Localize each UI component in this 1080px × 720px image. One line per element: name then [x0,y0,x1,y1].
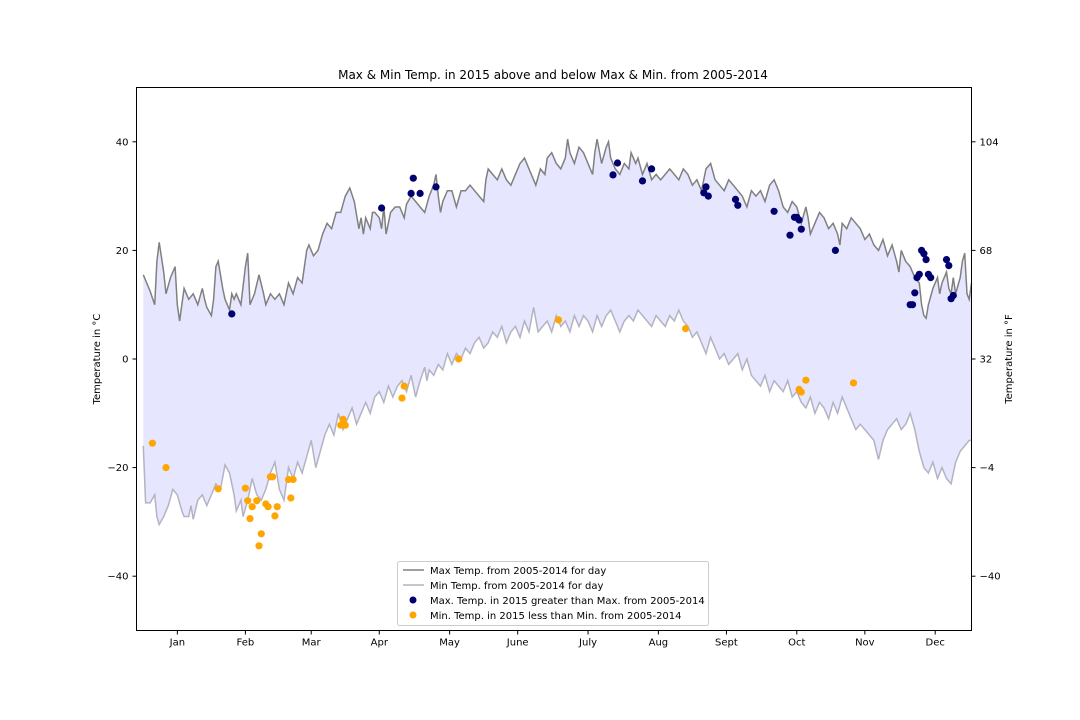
min-record-point [289,475,297,484]
max-record-point [922,256,930,264]
max-record-point [949,291,957,300]
left-y-tick-label: 40 [116,137,129,148]
x-axis: Jan Feb Mar Apr May June July Aug Sept Oct Nov Dec [169,630,945,649]
max-record-point [609,171,617,179]
right-y-tick-label: −40 [980,572,1001,583]
max-record-point [702,183,710,191]
min-record-point [554,316,563,324]
min-record-point [248,503,256,511]
left-y-tick-label: −20 [107,463,128,474]
left-y-tick-label: 20 [116,246,129,257]
right-y-axis-label: Temperature in °F [1004,314,1015,405]
min-record-points [148,316,858,550]
max-record-points [228,159,957,318]
min-record-point [455,355,463,363]
min-record-point [287,494,295,502]
max-record-point [945,262,953,270]
min-record-point [255,542,263,550]
max-record-point [915,270,923,278]
right-y-tick-label: −4 [980,463,995,474]
max-record-point [648,165,656,173]
x-tick-label: Aug [649,638,669,649]
left-y-tick-label: −40 [107,572,128,583]
x-tick-label: Dec [926,638,945,649]
max-record-point [795,216,803,224]
right-y-tick-label: 68 [980,246,993,257]
temperature-range-band [143,139,972,525]
min-record-point [339,415,347,423]
plot-area [142,138,973,550]
legend-min-record-label: Min. Temp. in 2015 less than Min. from 2… [430,611,682,622]
min-record-point [341,421,349,429]
chart-title: Max & Min Temp. in 2015 above and below … [338,68,768,82]
min-record-point [797,388,805,396]
x-tick-label: Jan [169,638,185,649]
min-record-point [398,394,406,402]
min-record-point [269,473,277,481]
max-temp-envelope-line [142,138,973,322]
x-tick-label: June [506,638,529,649]
max-record-point [786,231,794,239]
max-record-point [731,195,740,203]
min-record-point [802,376,810,384]
right-y-tick-label: 32 [980,355,993,366]
min-record-point [214,485,222,493]
x-tick-label: Apr [371,638,389,649]
x-tick-label: Sept [715,638,738,649]
min-record-point [162,464,170,472]
min-record-point [682,325,690,333]
max-record-point [797,225,805,233]
x-tick-label: July [578,638,597,649]
x-tick-label: May [439,638,460,649]
max-record-point [927,274,935,282]
min-record-point [257,530,265,538]
x-tick-label: Nov [855,638,875,649]
min-record-point [264,503,272,511]
min-record-point [253,497,261,505]
max-record-point [942,256,951,264]
min-record-point [241,484,249,492]
min-record-point [271,512,279,520]
legend-max-envelope-label: Max Temp. from 2005-2014 for day [430,566,606,577]
right-y-axis: −40 −4 32 68 104 [971,137,1001,583]
min-record-point [273,503,281,511]
max-record-point [920,250,928,258]
min-record-point [246,515,254,523]
max-record-point [704,192,712,200]
max-record-point [378,204,386,212]
legend: Max Temp. from 2005-2014 for day Min Tem… [397,561,709,626]
max-record-point [613,159,622,167]
max-record-point [911,289,919,297]
max-record-point [228,310,236,318]
min-record-point [849,379,858,387]
min-record-point [244,497,252,505]
legend-min-record-marker [409,611,417,619]
max-record-point [638,177,647,185]
legend-box [397,561,709,626]
min-temp-envelope-line [142,307,972,527]
min-record-point [148,439,156,447]
left-y-axis-label: Temperature in °C [92,314,103,406]
legend-max-record-marker [409,596,417,604]
left-y-tick-label: 0 [122,355,128,366]
x-tick-label: Oct [788,638,805,649]
max-record-point [416,189,424,197]
max-record-point [432,183,440,191]
x-tick-label: Mar [302,638,322,649]
right-y-tick-label: 104 [980,137,999,148]
left-y-axis: −40 −20 0 20 40 [107,137,137,583]
max-record-point [409,174,417,182]
max-record-point [770,207,778,215]
min-record-point [400,382,408,390]
legend-max-record-label: Max. Temp. in 2015 greater than Max. fro… [430,596,705,607]
max-record-point [734,201,742,209]
x-tick-label: Feb [237,638,255,649]
max-record-point [908,301,917,309]
legend-min-envelope-label: Min Temp. from 2005-2014 for day [430,581,603,592]
max-record-point [831,246,840,254]
max-record-point [407,189,415,197]
